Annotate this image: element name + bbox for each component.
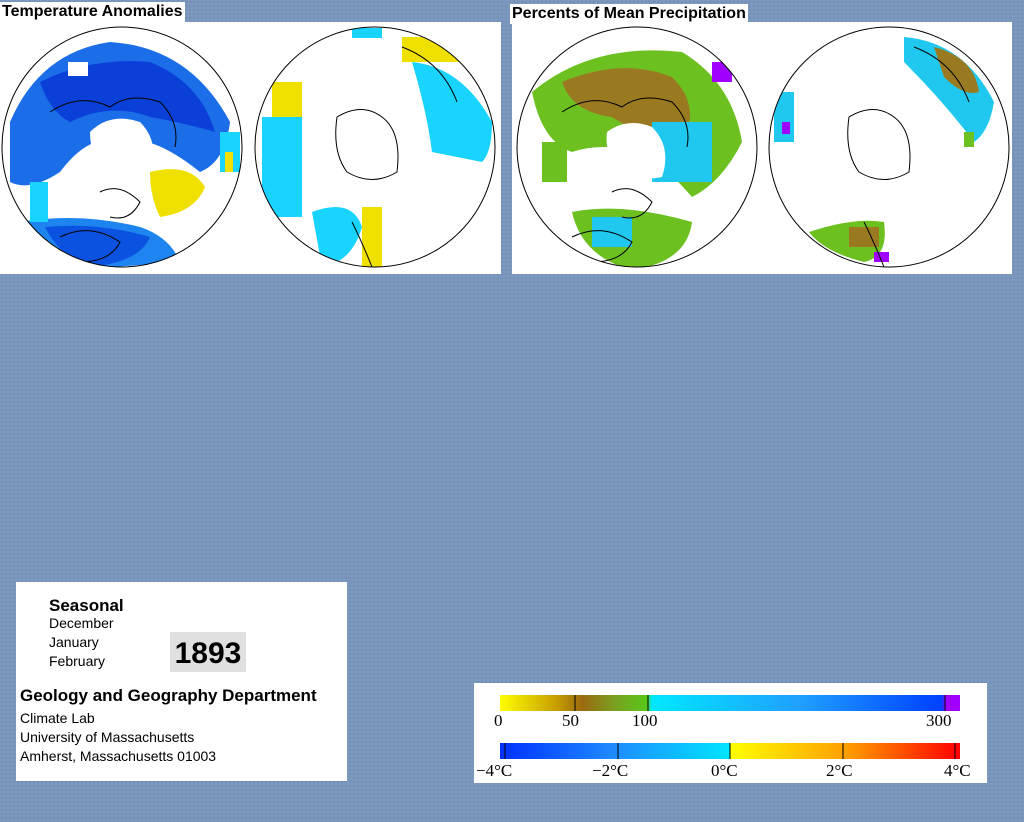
temperature-color-bar xyxy=(500,743,960,759)
precipitation-southern-globe xyxy=(768,26,1010,268)
lab-name: Climate Lab xyxy=(20,710,95,726)
precipitation-color-bar xyxy=(500,695,960,711)
department-name: Geology and Geography Department xyxy=(20,686,317,705)
month-label: February xyxy=(49,653,106,669)
temp-scale-label: 2°C xyxy=(826,761,853,780)
temperature-northern-globe xyxy=(1,26,243,268)
info-box: Seasonal December January February 1893 … xyxy=(16,582,347,781)
address: Amherst, Massachusetts 01003 xyxy=(20,748,217,764)
temperature-southern-globe xyxy=(254,26,496,268)
precipitation-map-title: Percents of Mean Precipitation xyxy=(510,4,748,24)
precip-scale-label: 100 xyxy=(632,711,658,730)
year-display: 1893 xyxy=(170,632,246,672)
precip-scale-label: 300 xyxy=(926,711,952,730)
temperature-map-title: Temperature Anomalies xyxy=(0,2,185,22)
university-name: University of Massachusetts xyxy=(20,729,195,745)
precipitation-northern-globe xyxy=(516,26,758,268)
temp-scale-label: 4°C xyxy=(944,761,971,780)
temp-scale-label: −2°C xyxy=(592,761,629,780)
precip-scale-label: 50 xyxy=(562,711,579,730)
period-label: Seasonal xyxy=(49,596,124,615)
month-label: December xyxy=(49,615,114,631)
temp-scale-label: 0°C xyxy=(711,761,738,780)
temperature-panel xyxy=(0,22,501,274)
legend-box: 0 50 100 300 −4°C −2°C 0°C 2°C 4°C xyxy=(474,683,987,783)
precipitation-panel xyxy=(512,22,1012,274)
precip-scale-label: 0 xyxy=(494,711,503,730)
temp-scale-label: −4°C xyxy=(476,761,513,780)
month-label: January xyxy=(49,634,99,650)
